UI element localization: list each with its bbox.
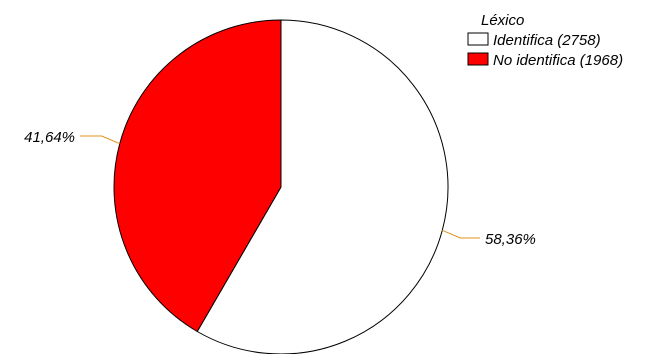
legend-title: Léxico bbox=[481, 12, 524, 29]
percent-label-1: 58,36% bbox=[485, 231, 536, 248]
pie-slices bbox=[113, 19, 449, 354]
legend-swatch-1 bbox=[467, 32, 489, 46]
leader-line-2 bbox=[80, 135, 120, 145]
legend-label-1: Identifica (2758) bbox=[493, 32, 601, 49]
legend-label-2: No identifica (1968) bbox=[493, 52, 623, 69]
legend: Léxico Identifica (2758) No identifica (1… bbox=[467, 12, 623, 69]
pie-percent-labels: 58,36% 41,64% bbox=[24, 129, 536, 248]
legend-swatch-2 bbox=[467, 52, 489, 66]
percent-label-2: 41,64% bbox=[24, 129, 75, 146]
leader-line-1 bbox=[442, 229, 480, 239]
pie-slice-2 bbox=[113, 19, 282, 333]
